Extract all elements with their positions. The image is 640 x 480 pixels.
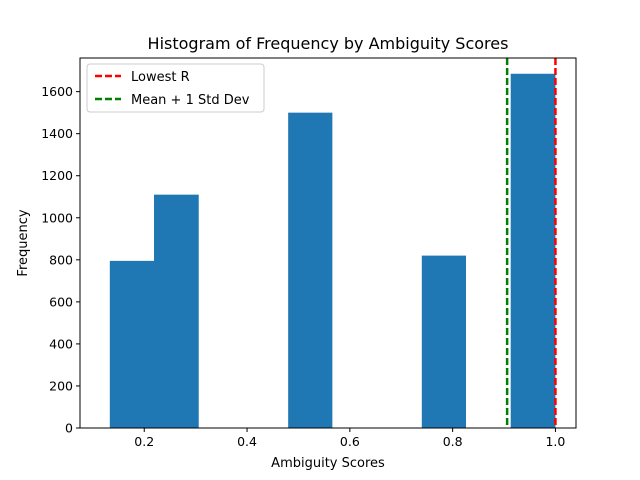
histogram-bar <box>421 255 467 428</box>
x-tick-label: 1.0 <box>545 434 565 449</box>
y-axis-label: Frequency <box>16 209 31 276</box>
x-tick-label: 0.2 <box>134 434 154 449</box>
histogram-bar <box>288 112 333 428</box>
y-axis-ticks: 0 200 400 600 800 1000 1200 1400 1600 <box>41 84 80 436</box>
y-tick-label: 1000 <box>41 210 73 225</box>
y-tick-label: 600 <box>49 294 73 309</box>
y-tick-label: 800 <box>49 252 73 267</box>
y-tick-label: 0 <box>65 421 73 436</box>
x-axis-label: Ambiguity Scores <box>271 456 385 471</box>
bars-group <box>109 73 556 429</box>
x-tick-label: 0.4 <box>237 434 257 449</box>
histogram-bar <box>154 194 199 428</box>
plot-frame <box>79 57 577 429</box>
legend-label-mean-plus-std: Mean + 1 Std Dev <box>131 93 250 108</box>
legend-box <box>86 63 265 113</box>
legend: Lowest R Mean + 1 Std Dev <box>86 63 265 113</box>
y-tick-label: 1200 <box>41 168 73 183</box>
x-tick-label: 0.8 <box>443 434 463 449</box>
x-axis-ticks: 0.2 0.4 0.6 0.8 1.0 <box>134 428 565 449</box>
chart-title: Histogram of Frequency by Ambiguity Scor… <box>148 34 509 53</box>
reference-lines-group <box>505 58 557 428</box>
histogram-bar <box>510 73 556 429</box>
y-tick-label: 1600 <box>41 84 73 99</box>
y-tick-label: 1400 <box>41 126 73 141</box>
histogram-bar <box>109 260 155 428</box>
legend-label-lowest-r: Lowest R <box>131 70 190 85</box>
y-tick-label: 200 <box>49 378 73 393</box>
y-tick-label: 400 <box>49 336 73 351</box>
x-tick-label: 0.6 <box>340 434 360 449</box>
